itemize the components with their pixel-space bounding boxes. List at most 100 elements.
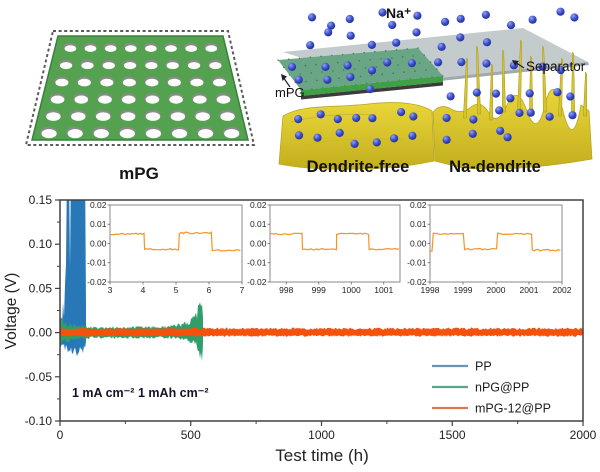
na-ion-sphere [372, 138, 381, 147]
mpg-pore-dot [277, 59, 279, 61]
pore-hole-inner [169, 95, 183, 104]
pore-hole-inner [55, 78, 69, 87]
mpg-pore-dot [338, 77, 340, 80]
mpg-pore-dot [332, 70, 334, 72]
na-ion-sphere [368, 114, 377, 123]
mpg-pore-dot [403, 71, 405, 73]
cell-schematic-graphic: Na⁺ Separator mPG Dendrite-free Na-dendr… [275, 5, 593, 176]
mpg-pore-dot [363, 51, 365, 54]
pore-hole-inner [98, 95, 112, 104]
inset-x-tick-label: 4 [141, 285, 146, 295]
rate-annotation: 1 mA cm⁻² [72, 386, 134, 400]
na-dendrite-spike [583, 71, 587, 117]
pore-hole-inner [122, 78, 136, 87]
x-tick-label: 500 [181, 428, 201, 442]
na-ion-sphere [482, 38, 492, 47]
na-ion-sphere [287, 62, 297, 71]
na-ion-sphere [397, 108, 406, 117]
pore-hole-inner [84, 45, 97, 52]
na-ion-sphere [456, 33, 465, 42]
na-ion-sphere [409, 112, 418, 121]
legend-label: PP [475, 360, 492, 374]
x-tick-label: 1500 [439, 428, 466, 442]
na-ion-sphere [350, 139, 359, 148]
mpg-pore-dot [283, 66, 285, 69]
pore-hole-inner [216, 95, 231, 104]
mpg-pore-dot [391, 57, 393, 59]
na-ion-sphere [316, 110, 325, 119]
mpg-pore-dot [392, 72, 394, 74]
mpg-pore-dot [337, 61, 339, 64]
mpg-layer-label: mPG [275, 85, 305, 100]
inset-x-tick-label: 2001 [520, 285, 539, 295]
mpg-pore-dot [321, 71, 323, 73]
mpg-arrowhead [281, 74, 287, 81]
inset-y-tick-label: -0.01 [247, 258, 267, 268]
mpg-pore-dot [341, 53, 344, 56]
pore-hole-inner [124, 62, 137, 70]
pore-hole-inner [100, 78, 114, 87]
na-ion-sphere [307, 13, 317, 22]
na-ion-sphere [407, 59, 416, 68]
na-ion-sphere [333, 115, 342, 124]
na-ion-sphere [441, 17, 450, 26]
na-ion-sphere [408, 131, 417, 140]
na-ion-sphere [503, 133, 512, 142]
mpg-pore-dot [342, 69, 345, 71]
pore-hole-inner [104, 45, 117, 52]
pore-hole-inner [145, 129, 162, 139]
graphene-lattice-edge [24, 30, 256, 146]
y-tick-label: 0.00 [29, 326, 53, 340]
pore-hole-inner [119, 129, 135, 139]
inset-x-tick-label: 3 [108, 285, 113, 295]
na-ion-sphere [472, 88, 481, 97]
pore-hole-inner [145, 62, 158, 70]
na-ion-sphere [553, 88, 562, 97]
pore-hole-inner [81, 62, 94, 70]
legend-label: nPG@PP [475, 381, 529, 395]
pore-hole-inner [193, 95, 207, 104]
na-ion-sphere [526, 108, 535, 117]
na-ion-sphere [367, 66, 377, 75]
inset-y-tick-label: -0.02 [247, 277, 267, 287]
pore-hole-inner [120, 112, 136, 121]
mpg-pore-dot [298, 57, 301, 59]
na-ion-sphere [327, 21, 336, 30]
pore-hole-inner [145, 95, 160, 104]
x-tick-label: 0 [57, 428, 64, 442]
mpg-pore-dot [374, 50, 376, 53]
x-axis-title: Test time (h) [275, 446, 369, 465]
na-ion-sphere [412, 28, 421, 37]
na-ion-sphere [482, 59, 491, 68]
series-pp [60, 200, 86, 357]
mpg-pore-dot [369, 59, 371, 61]
inset-x-tick-label: 1000 [342, 285, 361, 295]
na-ion-sphere [345, 14, 354, 24]
pore-hole-inner [77, 78, 91, 87]
na-ion-sphere [442, 113, 451, 123]
pore-hole-inner [121, 95, 136, 104]
mpg-pore-dot [375, 66, 378, 68]
na-ion-sphere [468, 129, 477, 138]
pore-hole-inner [64, 45, 77, 52]
pore-hole-inner [167, 78, 181, 87]
na-ion-sphere [525, 89, 534, 98]
na-ion-sphere [388, 20, 397, 30]
schematic-panel: Na⁺ Separator mPG Dendrite-free Na-dendr… [273, 0, 600, 185]
y-tick-label: 0.05 [29, 281, 53, 295]
mpg-pore-dot [406, 48, 408, 50]
dendrite-free-label: Dendrite-free [307, 158, 410, 176]
mpg-pore-dot [358, 60, 361, 62]
na-ion-sphere [437, 42, 446, 51]
na-ion-sphere [446, 92, 455, 101]
pore-hole-inner [50, 95, 65, 104]
na-ion-label: Na⁺ [386, 5, 411, 21]
mpg-pore-dot [364, 67, 367, 69]
inset-x-tick-label: 6 [207, 285, 212, 295]
na-ion-sphere [556, 7, 565, 16]
inset-y-tick-label: -0.01 [87, 258, 107, 268]
mpg-pore-dot [353, 68, 356, 70]
pore-hole-inner [145, 112, 161, 121]
na-dendrite-spike [489, 63, 493, 121]
